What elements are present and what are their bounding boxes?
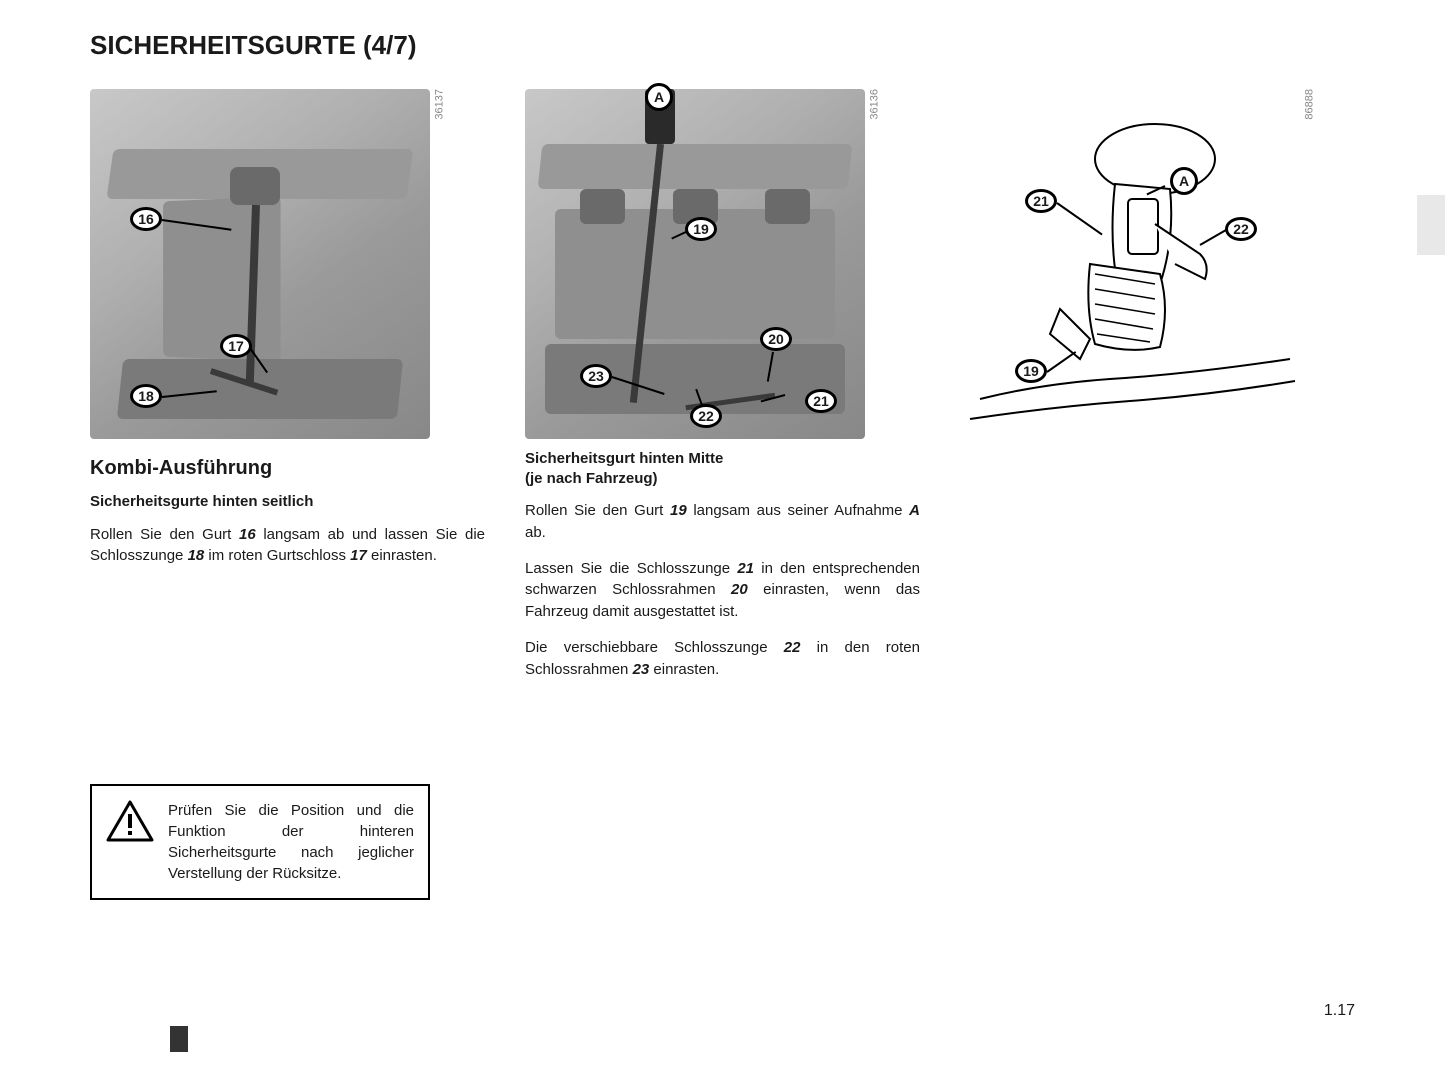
ref-17: 17 xyxy=(350,547,367,564)
text: im roten Gurtschloss xyxy=(204,547,350,564)
callout-19: 19 xyxy=(685,217,717,241)
callout-16: 16 xyxy=(130,207,162,231)
col2-subheading: Sicherheitsgurt hinten Mitte (je nach Fa… xyxy=(525,449,920,488)
callout-22: 22 xyxy=(1225,217,1257,241)
callout-21: 21 xyxy=(1025,189,1057,213)
callout-17: 17 xyxy=(220,334,252,358)
ref-19: 19 xyxy=(670,502,687,519)
side-tab xyxy=(1417,195,1445,255)
ref-A: A xyxy=(909,502,920,519)
figure-3: 86888 21 A 22 19 xyxy=(960,89,1300,439)
col1-subtitle: Kombi-Ausführung xyxy=(90,457,485,480)
figure-2-ref: 36136 xyxy=(869,89,881,120)
text: einrasten. xyxy=(649,661,719,678)
callout-18: 18 xyxy=(130,384,162,408)
column-2: 36136 A 19 20 21 22 23 xyxy=(525,89,920,694)
callout-A: A xyxy=(1170,167,1198,195)
text: Sicherheitsgurt hinten Mitte xyxy=(525,450,723,467)
text: ab. xyxy=(525,524,546,541)
belt-buckle-diagram xyxy=(960,89,1300,439)
figure-2: 36136 A 19 20 21 22 23 xyxy=(525,89,865,439)
page-number: 1.17 xyxy=(1324,1002,1355,1020)
column-1: 36137 16 17 18 Kombi-Ausführung Sicherhe… xyxy=(90,89,485,694)
callout-23: 23 xyxy=(580,364,612,388)
figure-1: 36137 16 17 18 xyxy=(90,89,430,439)
warning-icon xyxy=(106,800,154,842)
warning-text: Prüfen Sie die Position und die Funktion… xyxy=(168,800,414,884)
col2-para3: Die verschiebbare Schlosszunge 22 in den… xyxy=(525,637,920,681)
text: (je nach Fahrzeug) xyxy=(525,470,658,487)
ref-20: 20 xyxy=(731,581,748,598)
col2-para1: Rollen Sie den Gurt 19 langsam aus seine… xyxy=(525,500,920,544)
text: Rollen Sie den Gurt xyxy=(525,502,670,519)
footer-mark xyxy=(170,1026,188,1052)
page-title: SICHERHEITSGURTE (4/7) xyxy=(90,30,1355,61)
ref-22: 22 xyxy=(784,639,801,656)
text: Die verschiebbare Schlosszunge xyxy=(525,639,784,656)
col1-para1: Rollen Sie den Gurt 16 langsam ab und la… xyxy=(90,524,485,568)
text: einrasten. xyxy=(367,547,437,564)
warning-box: Prüfen Sie die Position und die Funktion… xyxy=(90,784,430,900)
manual-page: SICHERHEITSGURTE (4/7) 36137 16 17 18 Ko… xyxy=(0,0,1445,1070)
callout-22: 22 xyxy=(690,404,722,428)
content-columns: 36137 16 17 18 Kombi-Ausführung Sicherhe… xyxy=(90,89,1355,694)
figure-3-ref: 86888 xyxy=(1304,89,1316,120)
ref-21: 21 xyxy=(737,560,754,577)
col1-subheading: Sicherheitsgurte hinten seitlich xyxy=(90,492,485,512)
column-3: 86888 21 A 22 19 xyxy=(960,89,1355,694)
ref-18: 18 xyxy=(188,547,205,564)
text: langsam aus seiner Aufnahme xyxy=(687,502,910,519)
callout-21: 21 xyxy=(805,389,837,413)
callout-19: 19 xyxy=(1015,359,1047,383)
ref-16: 16 xyxy=(239,526,256,543)
text: Rollen Sie den Gurt xyxy=(90,526,239,543)
figure-1-ref: 36137 xyxy=(434,89,446,120)
col2-para2: Lassen Sie die Schlosszunge 21 in den en… xyxy=(525,558,920,623)
ref-23: 23 xyxy=(633,661,650,678)
text: Lassen Sie die Schlosszunge xyxy=(525,560,737,577)
callout-A: A xyxy=(645,83,673,111)
callout-20: 20 xyxy=(760,327,792,351)
